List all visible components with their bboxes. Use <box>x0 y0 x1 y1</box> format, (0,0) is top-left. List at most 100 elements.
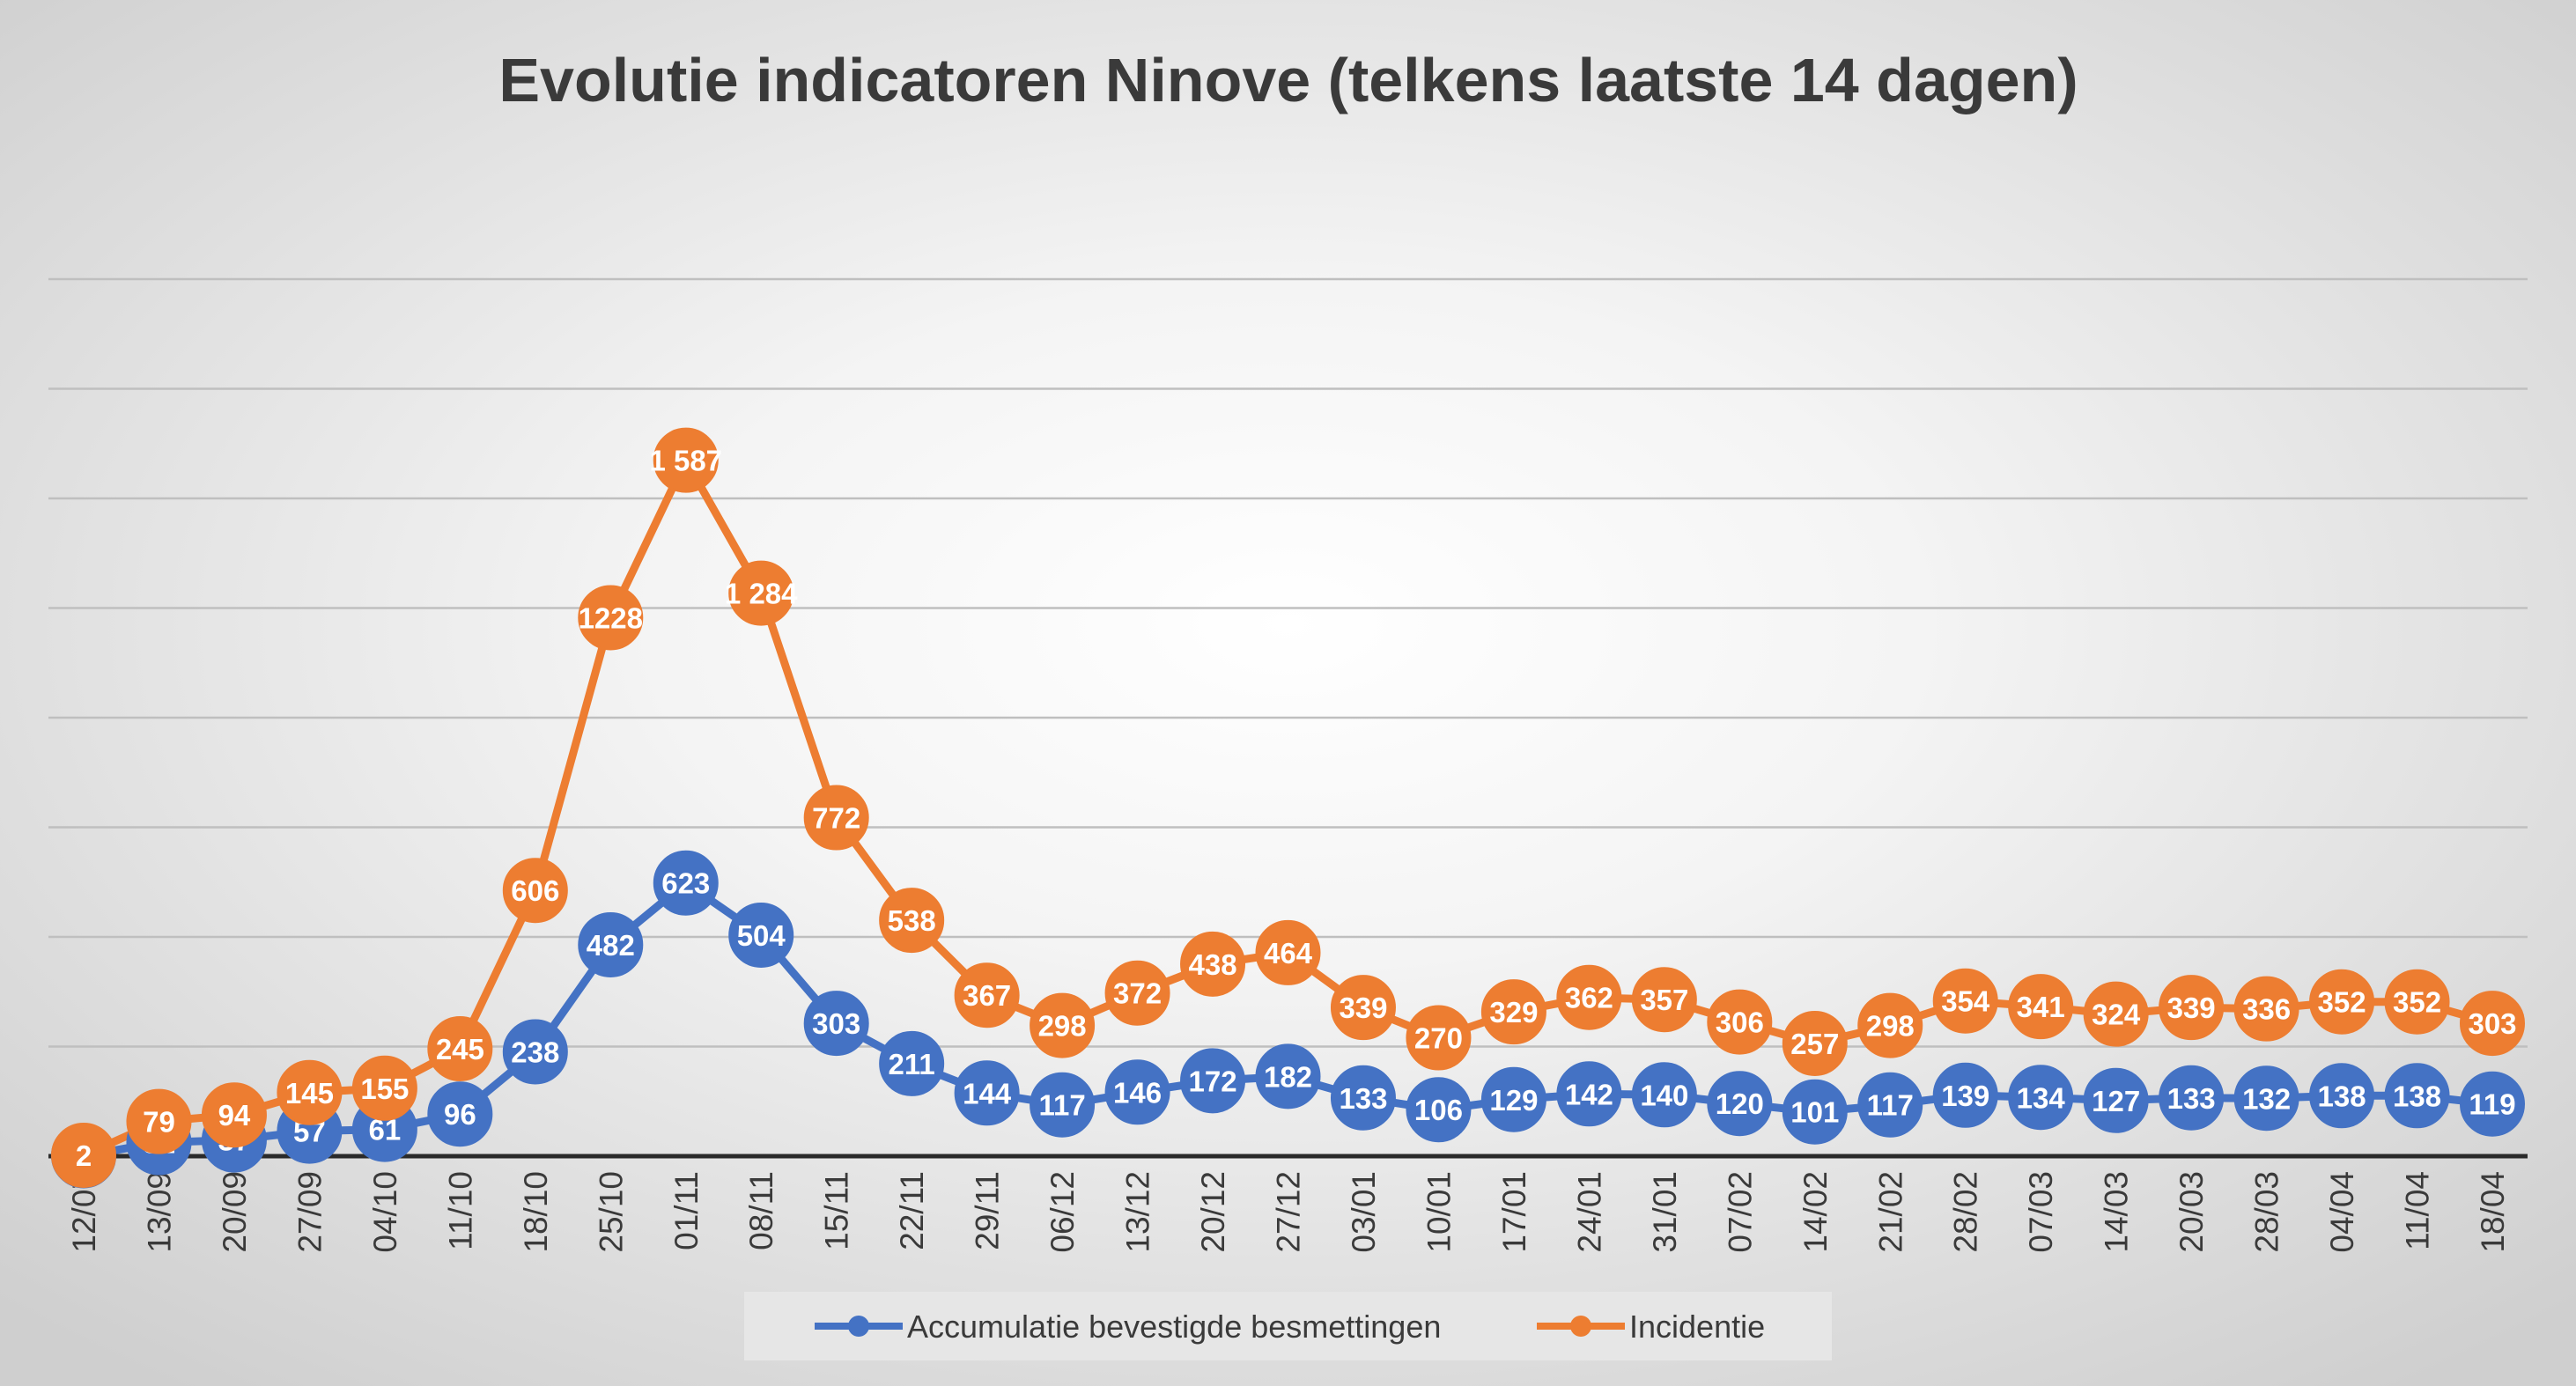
data-label-accumulatie: 142 <box>1565 1078 1613 1110</box>
x-tick-label: 21/02 <box>1872 1171 1908 1253</box>
x-tick-label: 04/10 <box>367 1171 403 1253</box>
data-label-incidentie: 306 <box>1716 1006 1764 1039</box>
data-point-incidentie <box>1782 1011 1848 1077</box>
x-tick-label: 10/01 <box>1421 1171 1457 1253</box>
data-point-incidentie <box>2083 981 2149 1047</box>
data-label-accumulatie: 127 <box>2092 1085 2140 1117</box>
data-label-accumulatie: 120 <box>1716 1087 1764 1120</box>
data-point-incidentie <box>653 427 719 493</box>
x-tick-label: 06/12 <box>1044 1171 1081 1253</box>
data-label-incidentie: 270 <box>1414 1022 1463 1055</box>
data-label-accumulatie: 146 <box>1113 1076 1162 1109</box>
data-label-incidentie: 357 <box>1640 984 1688 1016</box>
x-tick-label: 14/03 <box>2099 1171 2135 1253</box>
legend-marker-incidentie <box>1570 1316 1591 1337</box>
x-tick-label: 18/04 <box>2475 1171 2511 1253</box>
data-point-accumulatie <box>1480 1066 1546 1132</box>
data-point-accumulatie <box>1104 1059 1170 1125</box>
data-point-incidentie <box>2159 975 2225 1041</box>
data-label-incidentie: 438 <box>1189 948 1237 981</box>
data-label-incidentie: 538 <box>888 904 936 937</box>
x-tick-label: 20/09 <box>217 1171 253 1253</box>
x-tick-label: 28/03 <box>2249 1171 2285 1253</box>
data-label-incidentie: 606 <box>511 874 559 907</box>
data-label-incidentie: 94 <box>218 1099 251 1132</box>
data-point-accumulatie <box>1330 1065 1396 1131</box>
data-label-incidentie: 257 <box>1790 1028 1839 1060</box>
data-point-accumulatie <box>1782 1079 1848 1145</box>
data-point-accumulatie <box>2460 1071 2525 1137</box>
x-tick-label: 04/04 <box>2324 1171 2360 1253</box>
data-label-accumulatie: 238 <box>511 1036 559 1068</box>
data-point-incidentie <box>1180 931 1246 997</box>
data-point-incidentie <box>1255 919 1321 985</box>
data-point-accumulatie <box>803 991 869 1057</box>
legend-marker-accumulatie <box>848 1316 869 1337</box>
legend-box <box>744 1292 1832 1360</box>
data-point-incidentie <box>728 560 794 626</box>
data-point-accumulatie <box>2233 1065 2299 1132</box>
data-label-incidentie: 367 <box>963 979 1011 1012</box>
data-label-accumulatie: 138 <box>2393 1080 2441 1112</box>
x-tick-label: 07/02 <box>1722 1171 1758 1253</box>
data-label-incidentie: 352 <box>2318 986 2366 1019</box>
data-point-incidentie <box>2233 976 2299 1042</box>
data-point-accumulatie <box>1406 1077 1472 1143</box>
data-point-accumulatie <box>1556 1061 1622 1127</box>
x-tick-label: 13/12 <box>1120 1171 1156 1253</box>
data-label-accumulatie: 133 <box>1339 1082 1387 1115</box>
data-label-incidentie: 145 <box>285 1077 334 1110</box>
data-label-incidentie: 339 <box>1339 992 1387 1024</box>
data-point-accumulatie <box>1631 1062 1697 1128</box>
data-point-accumulatie <box>1030 1072 1096 1138</box>
legend-label-accumulatie: Accumulatie bevestigde besmettingen <box>907 1309 1441 1345</box>
data-label-accumulatie: 172 <box>1189 1065 1237 1097</box>
data-point-accumulatie <box>427 1081 493 1147</box>
data-point-accumulatie <box>728 903 794 969</box>
data-point-incidentie <box>1104 960 1170 1026</box>
data-label-incidentie: 341 <box>2017 991 2065 1023</box>
data-point-incidentie <box>1857 992 1923 1058</box>
x-tick-label: 31/01 <box>1647 1171 1683 1253</box>
data-label-accumulatie: 139 <box>1941 1080 1989 1112</box>
data-point-incidentie <box>1480 979 1546 1045</box>
data-label-accumulatie: 623 <box>661 867 710 900</box>
data-point-incidentie <box>51 1123 116 1189</box>
data-label-incidentie: 354 <box>1941 985 1990 1018</box>
data-label-accumulatie: 134 <box>2017 1081 2066 1114</box>
data-label-incidentie: 298 <box>1866 1010 1915 1043</box>
data-point-incidentie <box>954 962 1020 1028</box>
data-label-accumulatie: 138 <box>2318 1080 2366 1112</box>
x-tick-label: 15/11 <box>819 1171 855 1250</box>
data-point-accumulatie <box>1255 1043 1321 1110</box>
data-label-accumulatie: 144 <box>963 1077 1012 1110</box>
data-point-incidentie <box>502 858 568 924</box>
x-tick-label: 24/01 <box>1571 1171 1607 1253</box>
x-tick-label: 25/10 <box>593 1171 629 1253</box>
data-point-accumulatie <box>1932 1062 1998 1128</box>
data-point-accumulatie <box>879 1030 945 1096</box>
data-point-incidentie <box>126 1088 192 1154</box>
data-point-incidentie <box>201 1082 267 1148</box>
data-point-incidentie <box>351 1055 417 1121</box>
data-point-incidentie <box>2384 969 2450 1035</box>
data-label-accumulatie: 182 <box>1264 1060 1312 1093</box>
data-point-incidentie <box>427 1015 493 1081</box>
x-tick-label: 11/10 <box>442 1171 478 1250</box>
x-tick-label: 29/11 <box>970 1171 1006 1250</box>
data-label-incidentie: 2 <box>76 1139 92 1172</box>
data-label-incidentie: 324 <box>2092 999 2141 1031</box>
x-tick-label: 08/11 <box>743 1171 779 1250</box>
data-point-accumulatie <box>653 850 719 916</box>
data-label-incidentie: 372 <box>1113 977 1162 1010</box>
x-tick-label: 03/01 <box>1346 1171 1382 1253</box>
data-point-accumulatie <box>1707 1071 1773 1137</box>
data-label-accumulatie: 140 <box>1640 1079 1688 1111</box>
data-point-incidentie <box>1330 975 1396 1041</box>
data-label-incidentie: 1 284 <box>725 578 798 610</box>
x-tick-label: 11/04 <box>2400 1171 2436 1250</box>
data-point-incidentie <box>1631 967 1697 1033</box>
data-label-accumulatie: 504 <box>737 919 786 952</box>
data-point-accumulatie <box>2083 1067 2149 1133</box>
